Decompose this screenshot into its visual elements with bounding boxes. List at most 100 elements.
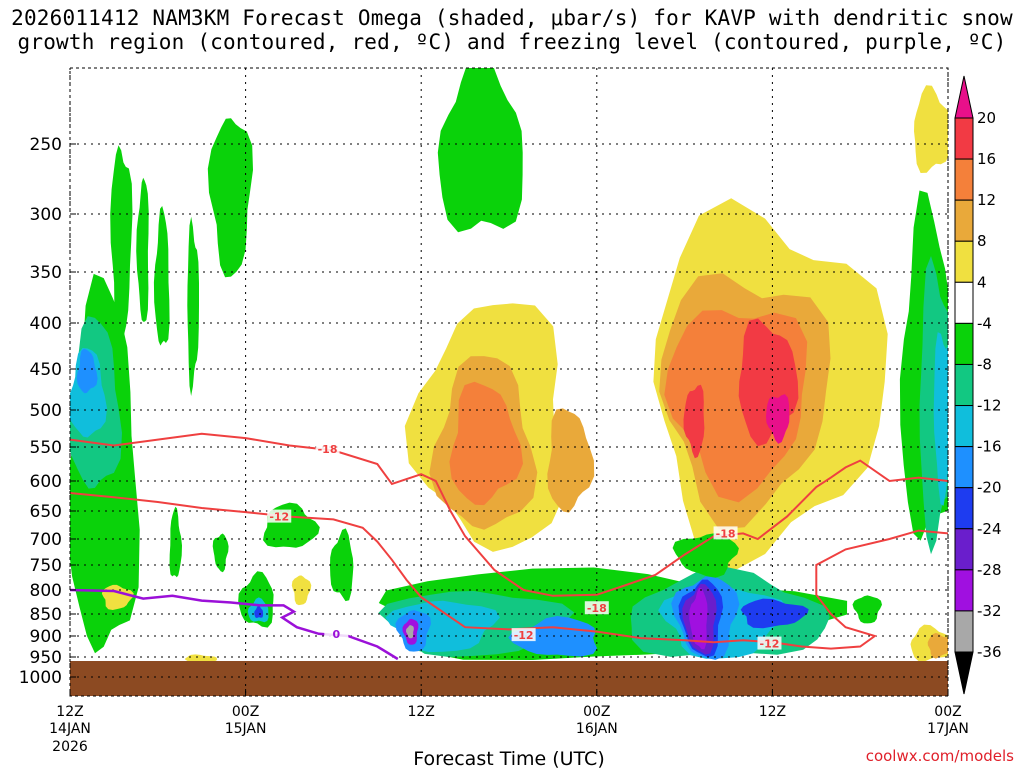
colorbar-bin [954,117,974,160]
colorbar-top-arrow [954,75,974,119]
dgz-isotherm-minus12 [70,492,948,650]
omega-region [187,216,199,396]
colorbar-bin [954,405,974,448]
contour-label-minus12: -12 [514,629,534,642]
x-tick-label: 12Z [407,704,434,720]
colorbar-tick-label: -28 [977,561,1002,579]
omega-region [766,394,790,444]
contour-label-minus18: -18 [587,602,607,615]
colorbar-tick-label: 16 [977,150,996,168]
colorbar-bin [954,446,974,489]
colorbar-bin [954,487,974,530]
contour-label-minus18: -18 [318,443,338,456]
contour-label-minus18-bg [315,442,340,456]
y-tick-label: 650 [30,502,62,522]
contour-lines: -18 -12 -18 -12 -18 -12 0 [70,432,948,661]
omega-region [153,206,170,346]
colorbar-tick-label: -36 [977,643,1002,661]
x-tick-year: 2026 [52,739,88,755]
omega-region [740,598,809,629]
omega-region [169,506,182,578]
omega-region [449,381,523,506]
omega-region [330,528,354,602]
omega-region [254,605,264,618]
colorbar-bin [954,240,974,283]
omega-region [689,587,708,650]
colorbar-tick-label: -32 [977,602,1002,620]
contour-label-minus12: -12 [760,638,780,651]
omega-region [672,533,739,578]
x-tick-date: 14JAN [49,721,91,737]
omega-region [914,85,948,173]
colorbar-tick-label: -12 [977,397,1002,415]
colorbar-bin [954,322,974,365]
omega-region [263,502,320,548]
colorbar-tick-label: -8 [977,355,992,373]
omega-region [110,145,133,354]
colorbar-bottom-arrow [954,651,974,695]
y-tick-label: 300 [30,205,62,225]
y-tick-label: 500 [30,401,62,421]
x-tick-label: 12Z [56,704,83,720]
omega-region [683,384,705,459]
colorbar-tick-label: -4 [977,314,992,332]
y-tick-label: 450 [30,360,62,380]
colorbar-bin [954,363,974,407]
contour-label-minus12: -12 [269,511,289,524]
omega-region [212,533,229,573]
y-tick-label: 400 [30,314,62,334]
y-tick-label: 850 [30,605,62,625]
y-tick-label: 350 [30,263,62,283]
y-tick-label: 900 [30,627,62,647]
terrain-fill [70,661,948,696]
x-tick-label: 12Z [759,704,786,720]
plot-frame [69,67,949,697]
colorbar-tick-label: -20 [977,479,1002,497]
y-tick-label: 600 [30,472,62,492]
omega-region [136,177,149,322]
y-tick-label: 800 [30,581,62,601]
omega-region [406,625,414,639]
contour-label-minus12-bg [757,636,782,650]
omega-region [76,348,98,394]
colorbar-tick-label: 4 [977,273,987,291]
x-tick-label: 00Z [934,704,961,720]
y-tick-label: 1000 [19,668,62,688]
omega-region [547,408,595,513]
x-tick-date: 16JAN [576,721,618,737]
credit-link[interactable]: coolwx.com/models [866,747,1014,765]
colorbar: 20 16 12 8 4 -4 -8 -12 -16 -20 -24 -28 -32 -36 [954,75,1002,695]
colorbar-bin [954,528,974,571]
colorbar-tick-label: -16 [977,438,1002,456]
contour-label-minus12-bg [511,628,536,642]
omega-region [207,118,253,278]
x-tick-label: 00Z [583,704,610,720]
colorbar-bin [954,610,974,653]
contour-label-freezing: 0 [332,628,340,641]
contour-label-minus18-bg [584,601,609,615]
contour-label-freezing-bg [324,626,349,640]
x-tick-date: 17JAN [927,721,969,737]
omega-region [933,332,948,506]
contour-label-minus18: -18 [716,527,736,540]
y-tick-label: 750 [30,556,62,576]
y-tick-label: 250 [30,135,62,155]
colorbar-bin [954,199,974,242]
contour-label-minus12-bg [267,509,292,523]
y-tick-label: 950 [30,648,62,668]
colorbar-tick-label: -24 [977,520,1002,538]
chart-title-line-1: 2026011412 NAM3KM Forecast Omega (shaded… [11,6,1013,30]
y-axis-ticks: 2503003504004505005506006507007508008509… [19,135,76,688]
y-tick-label: 700 [30,530,62,550]
dgz-isotherm-minus18 [70,432,948,597]
colorbar-bin [954,158,974,201]
colorbar-tick-label: 12 [977,191,996,209]
contour-label-minus18-bg [713,526,738,540]
omega-region [927,632,948,659]
x-axis-label: Forecast Time (UTC) [413,748,604,768]
chart-title-line-2: growth region (contoured, red, ºC) and f… [17,30,1007,54]
colorbar-bin [954,281,974,324]
colorbar-bin [954,569,974,612]
